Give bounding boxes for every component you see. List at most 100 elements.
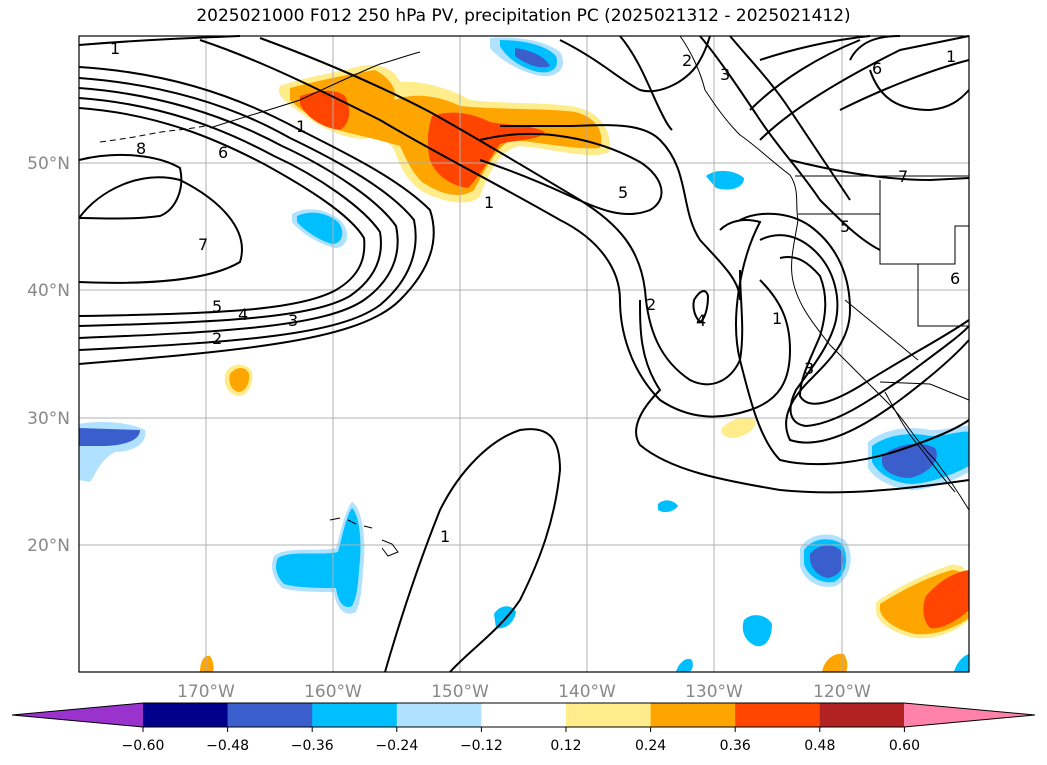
map-title: 2025021000 F012 250 hPa PV, precipitatio… (196, 6, 851, 26)
precip-positive-area (200, 655, 214, 672)
pv-contour (635, 299, 970, 494)
pv-contour (78, 77, 417, 351)
colorbar-tick-label: −0.24 (375, 738, 418, 754)
precip-positive-area (300, 90, 350, 130)
precip-negative-area (676, 658, 693, 672)
precip-negative-area (954, 654, 969, 672)
contour-label: 3 (804, 359, 814, 378)
colorbar-extend-max (904, 703, 1035, 727)
contour-label: 1 (484, 193, 494, 212)
pv-contour (78, 87, 399, 339)
precip-positive-area (721, 417, 756, 438)
colorbar-tick-label: 0.36 (720, 738, 751, 754)
colorbar-cell (481, 703, 567, 727)
colorbar-tick-label: −0.60 (122, 738, 165, 754)
precip-negative-area (742, 615, 772, 647)
pv-contour (739, 212, 970, 444)
contour-label: 4 (238, 305, 248, 324)
pv-contour-labels: 1 8 6 7 5 4 3 2 1 1 5 2 4 1 3 5 7 6 6 2 … (110, 39, 960, 546)
colorbar-cell (650, 703, 736, 727)
colorbar-tick-label: 0.48 (804, 738, 835, 754)
lon-label: 160°W (304, 682, 362, 702)
pv-contour (789, 159, 970, 182)
pv-contour (729, 35, 851, 201)
pv-contour (78, 107, 366, 317)
lon-label: 170°W (177, 682, 235, 702)
pv-contour (839, 59, 970, 111)
precip-positive-area (822, 653, 848, 672)
lat-label: 20°N (27, 536, 70, 556)
colorbar-tick-label: 0.60 (889, 738, 920, 754)
us-state-border (844, 299, 919, 361)
pv-contour (749, 39, 861, 111)
precip-negative-area (276, 508, 361, 608)
lon-label: 120°W (813, 682, 871, 702)
north-america-coastline (679, 35, 970, 511)
colorbar-tick-label: 0.24 (635, 738, 666, 754)
pv-contour (559, 35, 711, 93)
pv-contour (500, 124, 741, 301)
colorbar-cell (735, 703, 821, 727)
contour-label: 1 (440, 527, 450, 546)
baja-california (884, 391, 956, 493)
contour-label: 1 (772, 309, 782, 328)
longitude-labels: 170°W 160°W 150°W 140°W 130°W 120°W (177, 682, 871, 702)
pv-contour (719, 219, 970, 466)
pv-contour (78, 35, 241, 46)
pv-contour (779, 256, 970, 405)
colorbar-cell (143, 703, 229, 727)
colorbar-cell (227, 703, 313, 727)
contour-label: 1 (946, 47, 956, 66)
colorbar-cell (396, 703, 482, 727)
contour-label: 6 (950, 269, 960, 288)
contour-label: 7 (898, 167, 908, 186)
precip-negative-area (79, 428, 140, 446)
alaska-coastline (209, 51, 421, 129)
contour-label: 3 (720, 65, 730, 84)
contour-label: 5 (840, 217, 850, 236)
colorbar: −0.60 −0.48 −0.36 −0.24 −0.12 0.12 0.24 0.36 0.4… (11, 702, 1036, 754)
lon-label: 130°W (685, 682, 743, 702)
colorbar-cell (819, 703, 905, 727)
pv-contour (78, 176, 243, 284)
pv-contour (759, 35, 871, 61)
pv-contour (692, 290, 710, 324)
colorbar-tick-label: 0.12 (550, 738, 581, 754)
aleutian-islands (99, 125, 206, 143)
colorbar-tick-label: −0.12 (460, 738, 503, 754)
map-gridlines (79, 36, 969, 672)
precip-negative-area (297, 212, 343, 244)
contour-label: 3 (288, 311, 298, 330)
pv-contour (759, 234, 970, 428)
precip-positive-area (427, 112, 545, 188)
contour-label: 2 (646, 295, 656, 314)
precip-positive (200, 64, 969, 672)
map-frame (78, 35, 970, 673)
precip-negative (79, 37, 969, 672)
contour-label: 5 (212, 297, 222, 316)
pv-contour (78, 153, 183, 220)
pv-contour (199, 39, 792, 418)
pv-contour (869, 69, 970, 112)
precipitation-fill (79, 37, 969, 672)
pv-contour (699, 35, 881, 251)
colorbar-extend-min (12, 703, 143, 727)
contour-label: 8 (136, 139, 146, 158)
lon-label: 150°W (431, 682, 489, 702)
lat-label: 50°N (27, 154, 70, 174)
contour-label: 1 (110, 39, 120, 58)
pv-contour (78, 97, 382, 327)
colorbar-cell (566, 703, 652, 727)
precip-negative-area (706, 170, 744, 190)
us-state-border (917, 264, 969, 327)
lat-label: 30°N (27, 409, 70, 429)
pv-contours (78, 35, 970, 673)
lat-label: 40°N (27, 281, 70, 301)
precip-positive-area (229, 368, 250, 392)
contour-label: 2 (682, 51, 692, 70)
colorbar-tick-label: −0.48 (206, 738, 249, 754)
precip-negative-area (515, 48, 550, 68)
precip-negative-area (658, 500, 678, 513)
pv-contour (78, 66, 435, 365)
